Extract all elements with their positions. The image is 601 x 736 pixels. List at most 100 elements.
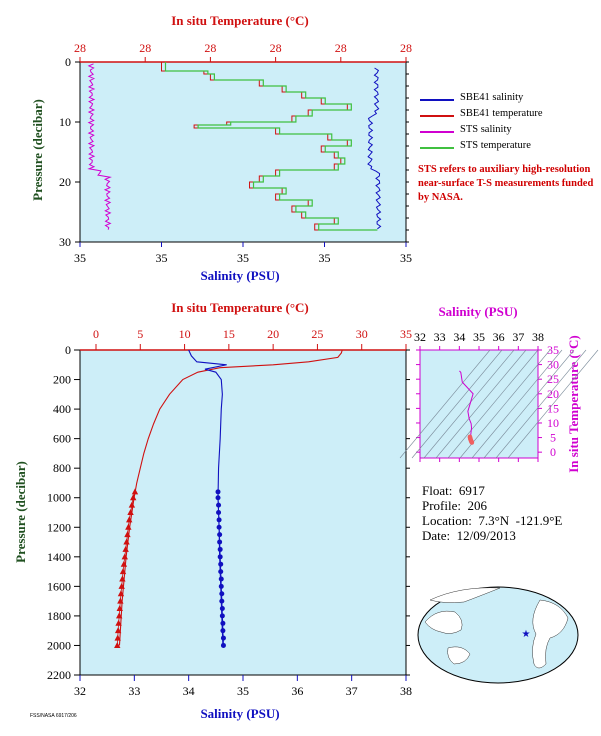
top-temp-tick-label: 28 xyxy=(74,41,86,55)
top-temp-tick-label: 28 xyxy=(400,41,412,55)
ts-temp-tick-label: 35 xyxy=(547,343,559,357)
ts-sal-tick-label: 33 xyxy=(434,330,446,344)
top-chart: In situ Temperature (°C) Salinity (PSU) … xyxy=(30,13,412,283)
main-pressure-tick-label: 600 xyxy=(53,432,71,446)
legend-line-sbe41-salinity xyxy=(420,99,454,101)
ts-temp-tick-label: 20 xyxy=(547,387,559,401)
ts-temp-tick-label: 5 xyxy=(550,431,556,445)
footer-credit: FSS/NASA 6917/206 xyxy=(30,713,77,719)
deep-temperature-marker xyxy=(131,488,139,495)
main-sal-tick-label: 37 xyxy=(346,684,358,698)
sbe41-salinity-line xyxy=(367,67,382,230)
sts-note: STS refers to auxiliary high-resolution … xyxy=(418,164,594,203)
main-sal-tick-label: 36 xyxy=(291,684,303,698)
legend-line-sts-temperature xyxy=(420,147,454,149)
isopycnal-line xyxy=(483,349,575,459)
ts-sal-tick-label: 36 xyxy=(493,330,505,344)
ts-deep-point xyxy=(469,440,475,445)
isopycnal-line xyxy=(399,349,491,459)
top-temp-tick-label: 28 xyxy=(204,41,216,55)
float-location-marker: ★ xyxy=(522,629,531,640)
info-profile: Profile: 206 xyxy=(422,498,487,513)
ts-sal-tick-label: 35 xyxy=(473,330,485,344)
top-pressure-tick-label: 0 xyxy=(65,55,71,69)
top-temp-tick-label: 28 xyxy=(139,41,151,55)
isopycnal-line xyxy=(423,349,515,459)
top-temp-axis-label: In situ Temperature (°C) xyxy=(171,13,309,28)
isopycnal-line xyxy=(495,349,587,459)
main-sal-tick-label: 34 xyxy=(183,684,195,698)
main-pressure-tick-label: 0 xyxy=(65,343,71,357)
main-temp-tick-label: 35 xyxy=(400,327,412,341)
main-pressure-tick-label: 800 xyxy=(53,461,71,475)
main-temp-tick-label: 5 xyxy=(137,327,143,341)
ts-temp-tick-label: 15 xyxy=(547,401,559,415)
info-location: Location: 7.3°N -121.9°E xyxy=(422,513,563,528)
top-plot-area xyxy=(79,61,407,243)
sts-temperature-line xyxy=(164,62,378,231)
deep-temperature-connector xyxy=(116,491,136,646)
main-pressure-tick-label: 2000 xyxy=(47,638,71,652)
main-temp-tick-label: 0 xyxy=(93,327,99,341)
isopycnal-line xyxy=(459,349,551,459)
top-temp-tick-label: 28 xyxy=(270,41,282,55)
top-sal-tick-label: 35 xyxy=(400,251,412,265)
ts-sal-tick-label: 32 xyxy=(414,330,426,344)
legend-label-sbe41-temperature: SBE41 temperature xyxy=(460,108,543,119)
ts-sal-tick-label: 34 xyxy=(453,330,465,344)
ts-temp-tick-label: 25 xyxy=(547,372,559,386)
map-land-north xyxy=(429,587,501,603)
main-sal-tick-label: 32 xyxy=(74,684,86,698)
legend-label-sbe41-salinity: SBE41 salinity xyxy=(460,92,524,103)
main-temp-tick-label: 10 xyxy=(179,327,191,341)
main-pressure-tick-label: 200 xyxy=(53,373,71,387)
main-pressure-tick-label: 1600 xyxy=(47,579,71,593)
ts-sal-tick-label: 38 xyxy=(532,330,544,344)
info-float: Float: 6917 xyxy=(422,483,485,498)
legend-label-sts-temperature: STS temperature xyxy=(460,140,531,151)
isopycnal-line xyxy=(435,349,527,459)
main-pressure-tick-label: 1800 xyxy=(47,609,71,623)
legend-line-sbe41-temperature xyxy=(420,115,454,117)
main-temp-tick-label: 20 xyxy=(267,327,279,341)
legend-line-sts-salinity xyxy=(420,131,454,133)
isopycnal-line xyxy=(507,349,599,459)
top-sal-axis-label: Salinity (PSU) xyxy=(200,268,279,283)
ts-sal-axis-label: Salinity (PSU) xyxy=(438,304,517,319)
main-pressure-tick-label: 1000 xyxy=(47,491,71,505)
main-pressure-tick-label: 1200 xyxy=(47,520,71,534)
ts-temp-tick-label: 0 xyxy=(550,445,556,459)
top-sal-tick-label: 35 xyxy=(319,251,331,265)
top-pressure-tick-label: 20 xyxy=(59,175,71,189)
main-pressure-axis-label: Pressure (decibar) xyxy=(13,461,28,563)
top-temp-tick-label: 28 xyxy=(335,41,347,55)
sbe41-temperature-line xyxy=(161,62,374,231)
top-pressure-tick-label: 30 xyxy=(59,235,71,249)
world-map: ★ xyxy=(417,586,579,684)
main-pressure-tick-label: 2200 xyxy=(47,668,71,682)
main-pressure-tick-label: 1400 xyxy=(47,550,71,564)
main-temp-axis-label: In situ Temperature (°C) xyxy=(171,300,309,315)
top-pressure-axis-label: Pressure (decibar) xyxy=(30,99,45,201)
ts-temp-axis-label: In situ Temperature (°C) xyxy=(566,335,581,473)
main-sal-tick-label: 35 xyxy=(237,684,249,698)
main-temp-tick-label: 30 xyxy=(356,327,368,341)
main-plot-area xyxy=(79,349,407,676)
sts-salinity-line xyxy=(87,63,112,230)
ts-diagram: Salinity (PSU) In situ Temperature (°C) … xyxy=(399,304,599,473)
main-sal-tick-label: 38 xyxy=(400,684,412,698)
main-chart: In situ Temperature (°C) Salinity (PSU) … xyxy=(13,300,412,721)
legend-label-sts-salinity: STS salinity xyxy=(460,124,512,135)
map-land-australia xyxy=(447,646,471,665)
main-temperature-line xyxy=(118,349,343,646)
ts-sal-tick-label: 37 xyxy=(512,330,524,344)
main-sal-axis-label: Salinity (PSU) xyxy=(200,706,279,721)
top-sal-tick-label: 35 xyxy=(74,251,86,265)
isopycnal-line xyxy=(447,349,539,459)
info-date: Date: 12/09/2013 xyxy=(422,528,516,543)
main-sal-tick-label: 33 xyxy=(128,684,140,698)
map-land-asia xyxy=(424,610,463,634)
top-pressure-tick-label: 10 xyxy=(59,115,71,129)
map-land-americas xyxy=(532,599,569,669)
